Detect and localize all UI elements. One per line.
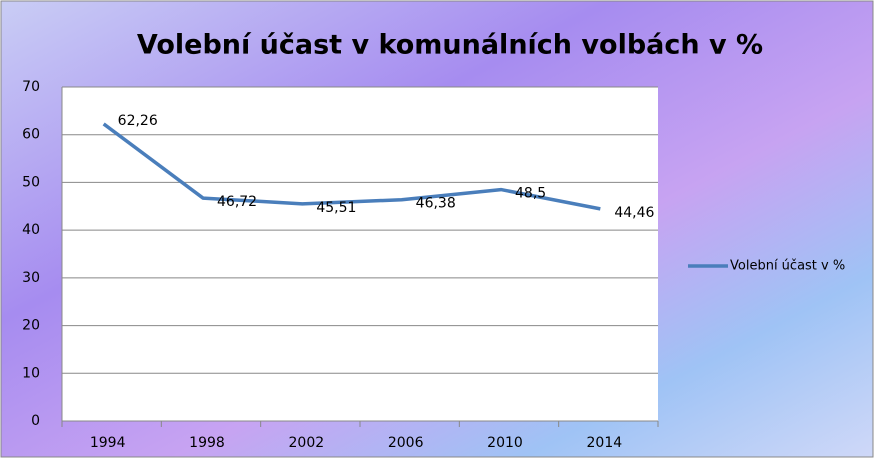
y-tick-label: 10 (22, 365, 40, 381)
y-tick-label: 40 (22, 222, 40, 238)
x-tick-label: 2002 (289, 435, 325, 451)
plot-area (62, 87, 658, 421)
data-label: 46,38 (416, 196, 456, 212)
data-label: 62,26 (118, 113, 158, 129)
y-tick-label: 50 (22, 174, 40, 190)
y-tick-label: 30 (22, 270, 40, 286)
x-tick-label: 2006 (388, 435, 424, 451)
y-tick-label: 0 (31, 413, 40, 429)
data-label: 46,72 (217, 194, 257, 210)
x-tick-label: 2010 (487, 435, 523, 451)
data-label: 44,46 (614, 205, 654, 221)
data-label: 45,51 (316, 200, 356, 216)
x-tick-label: 2014 (587, 435, 623, 451)
line (102, 122, 601, 211)
x-tick-label: 1998 (189, 435, 225, 451)
y-tick-label: 70 (22, 79, 40, 95)
legend-label: Volební účast v % (730, 259, 845, 274)
y-tick-label: 20 (22, 318, 40, 334)
x-tick-label: 1994 (90, 435, 126, 451)
y-tick-label: 60 (22, 127, 40, 143)
chart-title: Volební účast v komunálních volbách v % (137, 30, 763, 61)
data-label: 48,5 (515, 186, 546, 202)
